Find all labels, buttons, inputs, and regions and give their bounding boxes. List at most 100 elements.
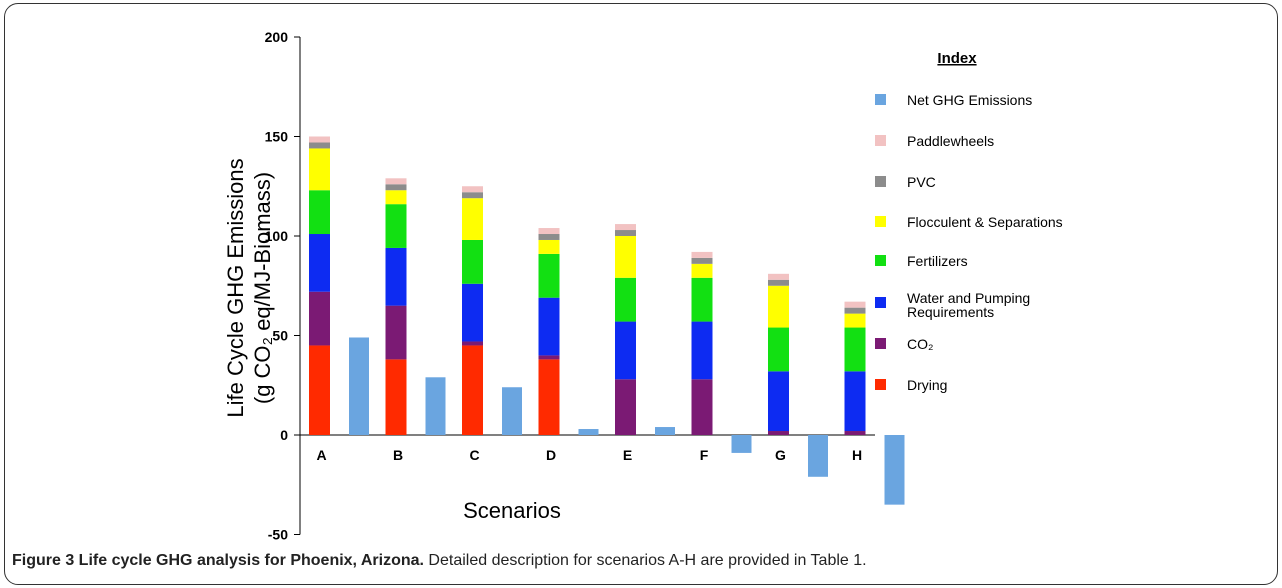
bar-D-flocculent-separations xyxy=(538,239,560,254)
bar-D-paddlewheels xyxy=(538,228,560,235)
bar-D-co- xyxy=(538,355,560,360)
y-tick-label: 100 xyxy=(265,228,289,244)
x-tick-label: C xyxy=(469,447,479,463)
legend-title: Index xyxy=(937,50,977,67)
bar-G-pvc xyxy=(768,279,789,286)
bar-A-drying xyxy=(309,345,330,435)
bar-B-drying xyxy=(385,359,407,435)
y-tick-label: 50 xyxy=(272,328,288,344)
bar-H-water-and-pumping-requirements xyxy=(844,371,866,432)
legend-label: Water and Pumping Requirements xyxy=(907,290,1030,320)
x-tick-label: F xyxy=(700,447,709,463)
bar-H-pvc xyxy=(844,307,866,314)
bar-F-paddlewheels xyxy=(691,251,713,258)
bar-A-co- xyxy=(309,291,330,346)
legend-label: Flocculent & Separations xyxy=(907,214,1063,230)
figure-caption: Figure 3 Life cycle GHG analysis for Pho… xyxy=(12,552,867,570)
legend-swatch xyxy=(875,135,886,146)
bar-F-flocculent-separations xyxy=(691,263,713,278)
bar-H-paddlewheels xyxy=(844,301,866,308)
caption-text: Detailed description for scenarios A-H a… xyxy=(423,552,867,569)
bar-B-pvc xyxy=(385,184,407,191)
y-tick-label: 0 xyxy=(280,427,288,443)
bar-H-co- xyxy=(844,431,866,435)
bar-C-flocculent-separations xyxy=(462,198,483,240)
bar-G-net-ghg xyxy=(808,435,828,477)
bar-E-flocculent-separations xyxy=(615,236,636,278)
bar-D-water-and-pumping-requirements xyxy=(538,297,560,356)
legend-label: PVC xyxy=(907,174,936,190)
legend-swatch xyxy=(875,297,886,308)
bar-D-drying xyxy=(538,359,560,435)
chart-legend: Index Net GHG Emissions Paddlewheels PVC Flo… xyxy=(875,50,1063,393)
x-axis-label: Scenarios xyxy=(463,498,561,523)
legend-label: Paddlewheels xyxy=(907,133,994,149)
bar-F-net-ghg xyxy=(731,435,752,453)
bar-F-pvc xyxy=(691,257,713,264)
bar-G-water-and-pumping-requirements xyxy=(768,371,789,432)
x-tick-label: G xyxy=(775,447,786,463)
bar-G-paddlewheels xyxy=(768,273,789,280)
bar-F-fertilizers xyxy=(691,277,713,322)
legend-swatch xyxy=(875,94,886,105)
legend-swatch xyxy=(875,216,886,227)
y-tick-label: -50 xyxy=(268,527,288,543)
bar-B-net-ghg xyxy=(425,377,446,435)
chart-axes: -50 0 50 100 150 200 A B C D E F G H xyxy=(265,29,875,543)
legend-swatch xyxy=(875,176,886,187)
y-axis-label-line2: (g CO₂ eq/MJ-Biomass) xyxy=(250,172,275,404)
bar-C-net-ghg xyxy=(502,387,522,435)
bar-A-paddlewheels xyxy=(309,136,330,143)
legend-swatch xyxy=(875,338,886,349)
bar-G-flocculent-separations xyxy=(768,285,789,328)
figure-frame xyxy=(4,3,1278,585)
bar-E-paddlewheels xyxy=(615,224,636,231)
bar-D-net-ghg xyxy=(578,429,599,435)
bar-C-water-and-pumping-requirements xyxy=(462,283,483,342)
bar-F-co- xyxy=(691,379,713,435)
bar-C-pvc xyxy=(462,192,483,199)
bar-C-co- xyxy=(462,341,483,346)
bar-E-water-and-pumping-requirements xyxy=(615,321,636,380)
bar-C-paddlewheels xyxy=(462,186,483,193)
legend-swatch xyxy=(875,255,886,266)
bar-B-flocculent-separations xyxy=(385,190,407,205)
bar-A-flocculent-separations xyxy=(309,148,330,191)
x-tick-label: D xyxy=(546,447,556,463)
x-tick-label: B xyxy=(393,447,403,463)
bar-B-paddlewheels xyxy=(385,178,407,185)
bar-H-net-ghg xyxy=(884,435,905,505)
bar-H-flocculent-separations xyxy=(844,313,866,328)
bar-B-fertilizers xyxy=(385,204,407,248)
bar-C-fertilizers xyxy=(462,239,483,284)
bar-B-water-and-pumping-requirements xyxy=(385,247,407,306)
legend-label: Fertilizers xyxy=(907,253,968,269)
legend-label: CO₂ xyxy=(907,336,933,352)
legend-label: Drying xyxy=(907,377,947,393)
bar-A-pvc xyxy=(309,142,330,149)
caption-bold: Figure 3 Life cycle GHG analysis for Pho… xyxy=(12,552,424,569)
bar-F-water-and-pumping-requirements xyxy=(691,321,713,380)
ghg-chart: -50 0 50 100 150 200 A B C D E F G H Index Net GHG Emi… xyxy=(223,29,1063,543)
legend-swatch xyxy=(875,379,886,390)
x-tick-label: A xyxy=(316,447,326,463)
bar-H-fertilizers xyxy=(844,327,866,372)
bar-E-fertilizers xyxy=(615,277,636,322)
bar-A-net-ghg xyxy=(349,337,369,435)
bar-B-co- xyxy=(385,305,407,360)
y-tick-label: 150 xyxy=(265,129,289,145)
bar-D-fertilizers xyxy=(538,253,560,298)
bar-G-co- xyxy=(768,431,789,435)
bar-A-fertilizers xyxy=(309,190,330,235)
y-tick-label: 200 xyxy=(265,29,289,45)
bar-G-fertilizers xyxy=(768,327,789,372)
y-axis-label-line1: Life Cycle GHG Emissions xyxy=(223,158,248,417)
bar-E-pvc xyxy=(615,230,636,236)
bar-E-net-ghg xyxy=(655,427,675,435)
bar-D-pvc xyxy=(538,234,560,240)
x-tick-label: E xyxy=(623,447,632,463)
chart-bars xyxy=(309,136,905,505)
x-tick-label: H xyxy=(852,447,862,463)
bar-C-drying xyxy=(462,345,483,435)
bar-A-water-and-pumping-requirements xyxy=(309,234,330,292)
